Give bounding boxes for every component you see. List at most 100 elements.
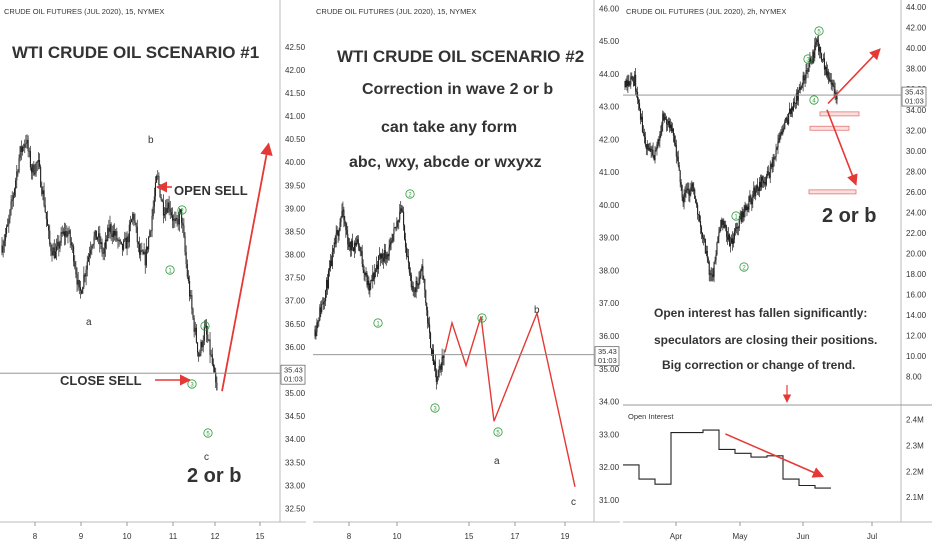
candle-body — [111, 233, 113, 238]
candle-body — [85, 269, 87, 277]
candle-body — [722, 220, 724, 225]
candle-body — [123, 240, 125, 250]
candle-body — [816, 39, 818, 42]
price-tick-label: 38.50 — [285, 227, 306, 236]
candle-body — [135, 222, 137, 227]
candle-body — [27, 139, 29, 152]
candle-body — [145, 246, 147, 266]
current-price-box — [280, 364, 306, 385]
candle-body — [401, 208, 403, 211]
candle-body — [772, 159, 774, 168]
price-tick-label: 37.50 — [285, 274, 306, 283]
price-tick-label: 35.00 — [599, 365, 620, 374]
price-tick-label: 38.00 — [599, 266, 620, 275]
time-tick-label: Apr — [670, 532, 683, 541]
candle-body — [316, 322, 318, 333]
candle-body — [48, 225, 50, 231]
candle-body — [693, 189, 695, 192]
candle-body — [141, 250, 143, 251]
candle-body — [672, 128, 674, 136]
time-tick-label: May — [732, 532, 747, 541]
candle-body — [58, 241, 60, 249]
candle-body — [390, 241, 392, 245]
candle-body — [57, 241, 59, 247]
candle-body — [730, 238, 733, 244]
candle-body — [644, 136, 646, 145]
scenario-zigzag — [444, 310, 576, 487]
price-tick-label: 41.50 — [285, 89, 306, 98]
candle-body — [24, 144, 26, 148]
candle-body — [366, 273, 368, 286]
current-price-label: 35.43 — [284, 366, 303, 375]
candle-body — [21, 146, 24, 152]
candle-body — [375, 269, 377, 273]
candle-body — [315, 332, 317, 337]
candle-body — [733, 231, 735, 240]
candle-body — [645, 144, 647, 150]
candle-body — [126, 236, 128, 249]
price-tick-label: 44.00 — [906, 3, 927, 12]
candle-body — [632, 76, 634, 81]
candle-body — [407, 256, 409, 263]
candle-body — [322, 303, 324, 305]
candle-body — [687, 188, 689, 190]
candle-body — [101, 242, 103, 253]
candle-body — [806, 70, 808, 71]
candle-body — [389, 244, 391, 248]
candle-body — [386, 254, 388, 259]
time-tick-label: 19 — [561, 532, 570, 541]
candle-body — [442, 356, 444, 358]
candle-body — [785, 117, 787, 122]
candle-body — [695, 198, 697, 203]
candle-body — [120, 241, 122, 244]
candle-body — [33, 164, 35, 175]
current-price-label: 35.43 — [905, 88, 924, 97]
candle-body — [355, 242, 357, 246]
candle-body — [201, 341, 203, 348]
candle-body — [133, 213, 135, 221]
candle-body — [338, 230, 340, 237]
candle-body — [797, 90, 799, 101]
price-tick-label: 31.00 — [599, 496, 620, 505]
svg-text:2: 2 — [408, 193, 412, 199]
candle-body — [788, 113, 790, 124]
candle-body — [823, 58, 825, 70]
price-tick-label: 44.00 — [599, 70, 620, 79]
candle-body — [690, 187, 692, 194]
candle-body — [628, 80, 630, 86]
candle-body — [738, 219, 740, 228]
candle-body — [707, 258, 709, 262]
candle-body — [426, 302, 428, 311]
candle-body — [334, 242, 336, 244]
candle-body — [787, 120, 789, 124]
candle-body — [137, 242, 139, 245]
candle-body — [755, 191, 757, 197]
candle-body — [129, 222, 132, 225]
candle-body — [13, 188, 16, 196]
panel-gap — [620, 0, 623, 550]
candle-body — [759, 181, 761, 191]
candle-body — [802, 75, 804, 85]
candle-body — [156, 175, 158, 183]
candle-body — [115, 231, 117, 236]
candle-body — [810, 58, 812, 62]
wave-1-marker: 1 — [373, 318, 383, 328]
time-tick-label: 9 — [79, 532, 84, 541]
oi-panel-title: Open Interest — [628, 412, 674, 421]
candle-body — [638, 103, 641, 109]
price-tick-label: 34.00 — [285, 435, 306, 444]
price-tick-label: 38.00 — [285, 251, 306, 260]
candle-body — [668, 120, 671, 129]
candle-body — [165, 207, 167, 214]
candle-body — [360, 251, 362, 252]
candle-body — [629, 84, 631, 86]
candle-body — [439, 365, 441, 367]
candle-body — [179, 209, 182, 213]
candle-body — [2, 246, 4, 253]
candle-body — [661, 124, 663, 131]
candle-body — [166, 207, 168, 213]
candle-body — [10, 201, 12, 210]
candle-body — [729, 234, 731, 246]
candle-body — [15, 180, 17, 189]
candle-body — [323, 301, 325, 304]
